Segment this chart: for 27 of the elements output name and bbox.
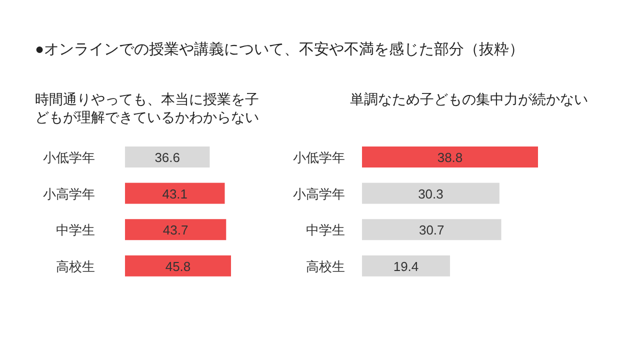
data-label: 19.4 xyxy=(393,258,419,274)
y-tick-label: 小低学年 xyxy=(43,150,95,165)
bar xyxy=(125,182,225,204)
y-tick-label: 高校生 xyxy=(56,258,95,274)
bar xyxy=(125,255,231,276)
y-tick-label: 小高学年 xyxy=(293,186,345,202)
bar xyxy=(362,219,502,240)
data-label: 36.6 xyxy=(154,150,180,165)
text: ●オンラインでの授業や講義について、不安や不満を感じた部分（抜粋） xyxy=(35,41,524,58)
y-tick-label: 小高学年 xyxy=(43,186,95,202)
data-label: 30.7 xyxy=(418,222,444,238)
bar xyxy=(125,219,226,240)
y-tick-label: 中学生 xyxy=(306,222,345,238)
y-tick-label: 高校生 xyxy=(306,258,345,274)
data-label: 43.7 xyxy=(162,222,188,238)
data-label: 30.3 xyxy=(418,186,444,202)
data-label: 38.8 xyxy=(437,150,463,165)
bar xyxy=(125,146,210,168)
bar xyxy=(362,255,450,276)
y-tick-label: 小低学年 xyxy=(293,150,345,165)
bar xyxy=(362,146,538,168)
chart-subtitle: 時間通りやっても、本当に授業を子どもが理解できているかわからない xyxy=(35,91,259,125)
bar xyxy=(362,182,500,204)
data-label: 45.8 xyxy=(165,258,191,274)
data-label: 43.1 xyxy=(162,186,188,202)
y-tick-label: 中学生 xyxy=(56,222,95,238)
chart-subtitle: 単調なため子どもの集中力が続かない xyxy=(350,91,588,107)
